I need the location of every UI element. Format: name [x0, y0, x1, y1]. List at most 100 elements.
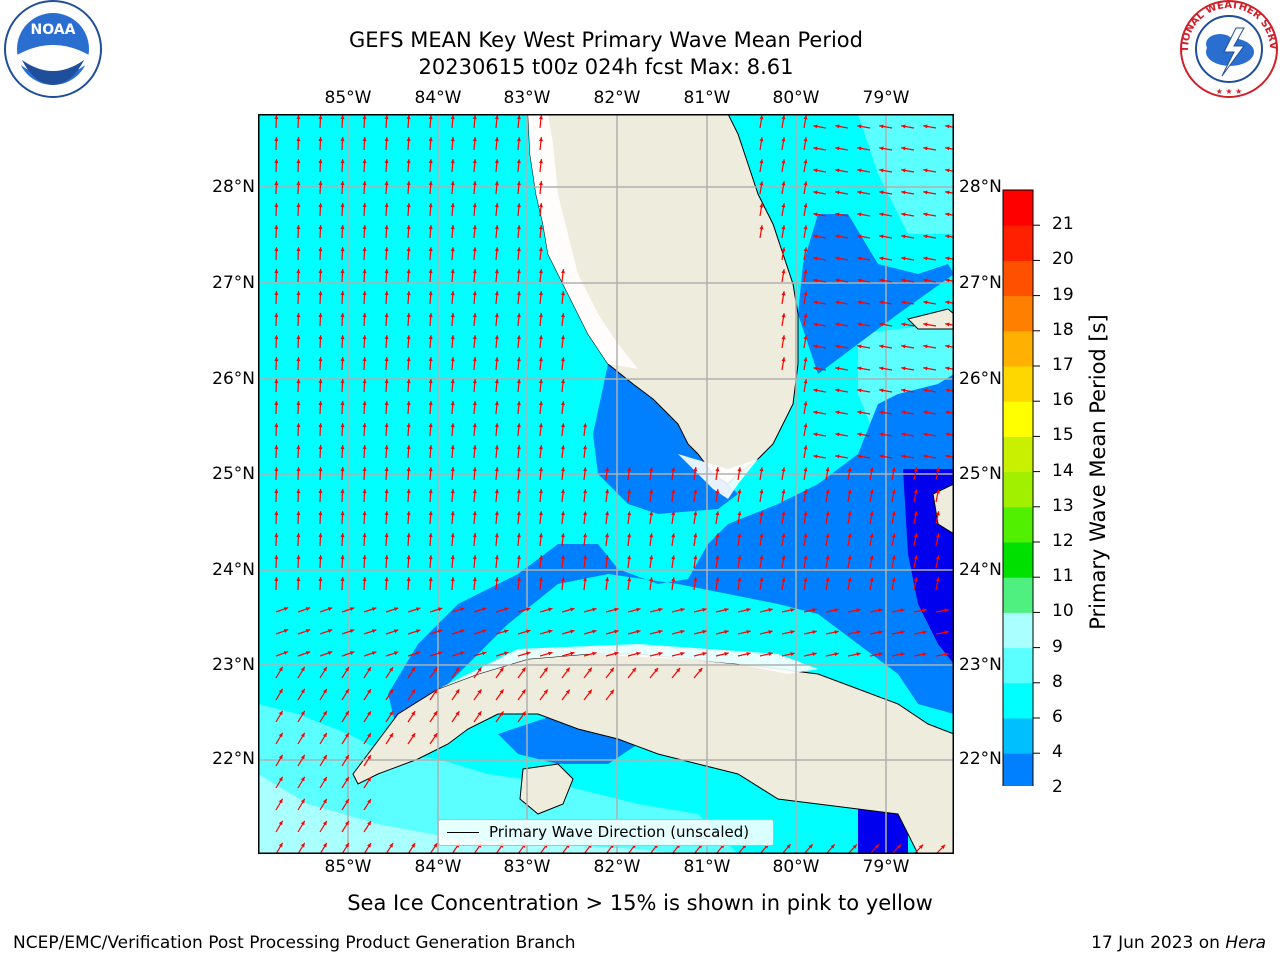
wave-direction-arrow: [857, 212, 871, 217]
wave-direction-arrow: [561, 577, 565, 591]
map-frame: [258, 114, 954, 854]
wave-direction-arrow: [406, 224, 411, 239]
chart-title: GEFS MEAN Key West Primary Wave Mean Per…: [349, 28, 863, 52]
wave-direction-arrow: [901, 300, 915, 305]
wave-direction-arrow: [869, 577, 874, 591]
wave-direction-arrow: [517, 607, 531, 613]
wave-direction-arrow: [857, 278, 871, 283]
lon-label-top: 79°W: [862, 88, 910, 108]
wave-direction-arrow: [318, 554, 323, 569]
wave-direction-arrow: [803, 401, 808, 415]
wave-direction-arrow: [605, 629, 619, 635]
wave-direction-arrow: [945, 410, 954, 415]
wave-direction-arrow: [362, 400, 367, 415]
wave-direction-arrow: [384, 466, 389, 481]
wave-direction-arrow: [318, 510, 323, 525]
wave-direction-arrow: [428, 114, 433, 129]
wave-direction-arrow: [835, 388, 849, 393]
wave-direction-arrow: [516, 577, 521, 591]
wave-direction-arrow: [362, 158, 367, 173]
wave-direction-arrow: [429, 732, 438, 745]
wave-direction-arrow: [296, 400, 301, 415]
wave-direction-arrow: [923, 278, 937, 283]
wave-direction-arrow: [879, 410, 893, 415]
wave-direction-arrow: [605, 689, 615, 701]
wave-direction-arrow: [319, 754, 328, 767]
wave-direction-arrow: [297, 651, 311, 657]
wave-direction-arrow: [781, 511, 786, 525]
colorbar-tick-label: 10: [1052, 601, 1074, 622]
wave-direction-arrow: [363, 754, 372, 767]
wave-direction-arrow: [945, 388, 954, 393]
wave-direction-arrow: [362, 312, 367, 327]
wave-direction-arrow: [429, 842, 438, 854]
colorbar-tick-label: 14: [1052, 460, 1074, 481]
wave-direction-arrow: [362, 290, 367, 305]
wave-direction-arrow: [319, 607, 333, 613]
wave-direction-arrow: [428, 334, 433, 349]
wave-direction-arrow: [825, 489, 830, 503]
wave-direction-arrow: [857, 432, 871, 437]
wave-direction-arrow: [385, 710, 394, 723]
wave-direction-arrow: [384, 356, 389, 371]
wave-direction-arrow: [813, 388, 827, 393]
wave-direction-arrow: [538, 489, 543, 503]
wave-direction-arrow: [627, 577, 632, 591]
wave-direction-arrow: [857, 300, 871, 305]
wave-direction-arrow: [428, 422, 433, 437]
wave-direction-arrow: [605, 467, 610, 481]
wave-direction-arrow: [945, 432, 954, 437]
wave-direction-arrow: [627, 651, 641, 657]
wave-direction-arrow: [472, 400, 477, 415]
lon-label-top: 82°W: [593, 88, 641, 108]
wave-direction-arrow: [901, 388, 915, 393]
wave-direction-arrow: [451, 688, 460, 701]
lon-label-top: 80°W: [772, 88, 820, 108]
wave-direction-arrow: [297, 710, 306, 723]
lon-label-bottom: 81°W: [683, 857, 731, 877]
wave-direction-arrow: [450, 356, 455, 371]
wave-direction-arrow: [516, 291, 521, 305]
wave-direction-arrow: [561, 357, 565, 371]
wave-direction-arrow: [318, 312, 323, 327]
wave-direction-arrow: [296, 576, 301, 591]
wave-direction-arrow: [428, 510, 433, 525]
wave-direction-arrow: [835, 146, 849, 151]
lat-label-left: 25°N: [212, 464, 255, 484]
wave-direction-arrow: [538, 269, 543, 283]
wave-direction-arrow: [857, 410, 871, 415]
wave-direction-arrow: [296, 268, 301, 283]
wave-direction-arrow: [451, 666, 460, 679]
wave-direction-arrow: [879, 300, 893, 305]
colorbar-tick-label: 18: [1052, 319, 1074, 340]
wave-direction-arrow: [935, 652, 949, 657]
wave-direction-arrow: [341, 710, 350, 723]
wave-direction-arrow: [472, 180, 477, 195]
wave-direction-arrow: [274, 488, 279, 503]
wave-direction-arrow: [879, 212, 893, 217]
wave-direction-arrow: [835, 300, 849, 305]
wave-direction-arrow: [385, 607, 399, 613]
wave-direction-arrow: [406, 510, 411, 525]
wave-direction-arrow: [296, 290, 301, 305]
wave-direction-arrow: [803, 423, 808, 437]
wave-direction-arrow: [385, 629, 399, 635]
wave-direction-arrow: [561, 313, 565, 327]
wave-direction-arrow: [362, 180, 367, 195]
wave-direction-arrow: [901, 124, 915, 129]
wave-direction-arrow: [494, 533, 499, 547]
lat-label-right: 26°N: [959, 369, 1002, 389]
wave-direction-arrow: [781, 335, 786, 349]
wave-direction-arrow: [879, 432, 893, 437]
lon-label-bottom: 82°W: [593, 857, 641, 877]
wave-direction-arrow: [935, 555, 940, 569]
wave-direction-arrow: [561, 667, 571, 679]
wave-direction-arrow: [340, 312, 345, 327]
wave-direction-arrow: [583, 577, 588, 591]
wave-direction-arrow: [857, 234, 871, 239]
wave-direction-arrow: [363, 688, 372, 701]
wave-direction-arrow: [495, 689, 504, 701]
colorbar-tick-label: 4: [1052, 742, 1063, 763]
wave-direction-arrow: [781, 159, 786, 173]
wave-direction-arrow: [450, 158, 455, 173]
